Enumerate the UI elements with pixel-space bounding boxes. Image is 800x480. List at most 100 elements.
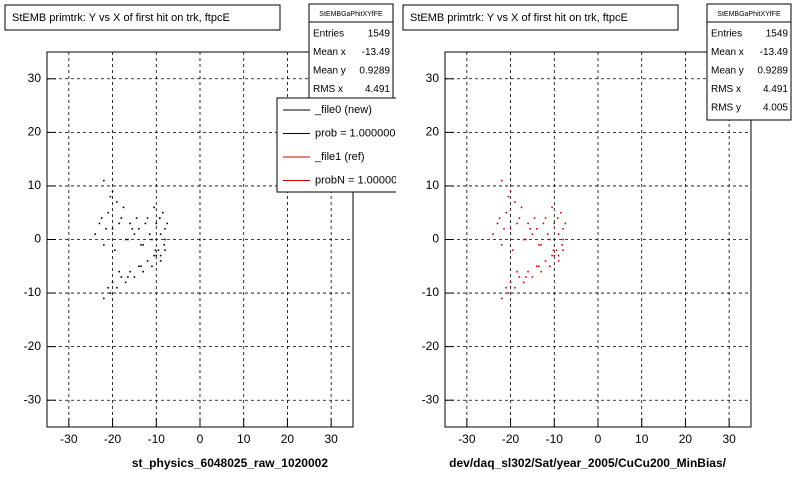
point [159, 254, 162, 257]
point [116, 201, 118, 203]
point [131, 227, 134, 230]
chart-title: StEMB primtrk: Y vs X of first hit on tr… [410, 12, 628, 24]
x-tick-label: -20 [502, 432, 520, 446]
left-pad: -30 -20 -10 0 10 20 30 -30 -20 -10 0 10 20 30 st_physi… [4, 3, 396, 470]
point [553, 254, 556, 257]
stats-label: Entries [711, 29, 742, 40]
point [166, 222, 169, 225]
point [107, 211, 109, 214]
point [562, 227, 564, 230]
point [516, 222, 518, 225]
y-tick-label: -20 [24, 339, 42, 353]
point [153, 254, 155, 257]
point [544, 217, 547, 219]
point [509, 190, 512, 193]
y-tick-label: -30 [422, 392, 440, 406]
point [503, 227, 505, 230]
stats-label: Mean y [711, 66, 744, 77]
point [514, 201, 516, 203]
x-tick-label: 30 [324, 432, 338, 446]
point [113, 249, 116, 252]
point [555, 249, 558, 252]
x-tick-label: 30 [722, 432, 736, 446]
point [111, 281, 114, 284]
point [562, 249, 564, 252]
point [520, 206, 523, 209]
point [100, 217, 103, 219]
point [557, 260, 560, 262]
stats-title: StEMBGaPhitXYfFE [319, 11, 383, 18]
legend-label: _file0 (new) [314, 104, 372, 116]
x-axis-label: st_physics_6048025_raw_1020002 [132, 456, 328, 470]
point [533, 217, 536, 219]
point [163, 244, 165, 246]
y-tick-label: -10 [422, 285, 440, 299]
point [540, 244, 542, 246]
point [151, 265, 153, 268]
point [507, 292, 510, 294]
y-tick-label: -20 [422, 339, 440, 353]
point [133, 276, 136, 278]
point [538, 265, 540, 268]
point [116, 286, 118, 289]
right-pad: -30 -20 -10 0 10 20 30 -30 -20 -10 0 10 20 30 dev/daq_… [402, 3, 792, 470]
point [124, 238, 127, 241]
stats-title: StEMBGaPhitXYfFE [717, 11, 781, 18]
point [544, 260, 547, 262]
point [159, 233, 162, 235]
point [561, 244, 563, 246]
point [127, 238, 129, 241]
point [501, 244, 503, 246]
title-box [402, 4, 679, 31]
y-tick-label: 10 [426, 178, 440, 192]
point [562, 238, 564, 241]
point [151, 238, 153, 241]
point [140, 265, 142, 268]
legend-label: _file1 (ref) [314, 151, 365, 163]
legend-box [276, 97, 396, 193]
point [103, 297, 105, 300]
x-tick-label: 20 [679, 432, 693, 446]
point [129, 270, 131, 273]
x-tick-label: 10 [635, 432, 649, 446]
point [496, 222, 499, 225]
y-tick-label: -30 [24, 392, 42, 406]
point [529, 227, 532, 230]
point [105, 227, 107, 230]
point [551, 254, 553, 257]
point [118, 222, 120, 225]
point [531, 276, 534, 278]
point [111, 227, 114, 230]
x-tick-label: -10 [546, 432, 564, 446]
point [522, 281, 525, 284]
point [103, 179, 105, 182]
point [522, 238, 525, 241]
point [142, 270, 144, 273]
stats-label: Mean x [313, 47, 346, 58]
point [164, 227, 166, 230]
point [129, 222, 131, 225]
point [516, 270, 518, 273]
stats-label: Entries [313, 29, 344, 40]
point [557, 254, 560, 257]
point [135, 217, 138, 219]
y-tick-label: 20 [426, 125, 440, 139]
y-tick-label: 30 [28, 71, 42, 85]
point [122, 206, 125, 209]
point [138, 227, 140, 230]
point [142, 244, 144, 246]
point [536, 227, 538, 230]
x-tick-label: -10 [148, 432, 166, 446]
point [509, 227, 512, 230]
point [552, 249, 555, 252]
point [162, 211, 164, 214]
point [560, 211, 562, 214]
point [144, 222, 147, 225]
point [118, 270, 120, 273]
y-tick-label: 0 [432, 232, 439, 246]
point [518, 276, 521, 278]
stats-value: -13.49 [362, 47, 391, 58]
point [159, 260, 162, 262]
point [109, 195, 112, 198]
